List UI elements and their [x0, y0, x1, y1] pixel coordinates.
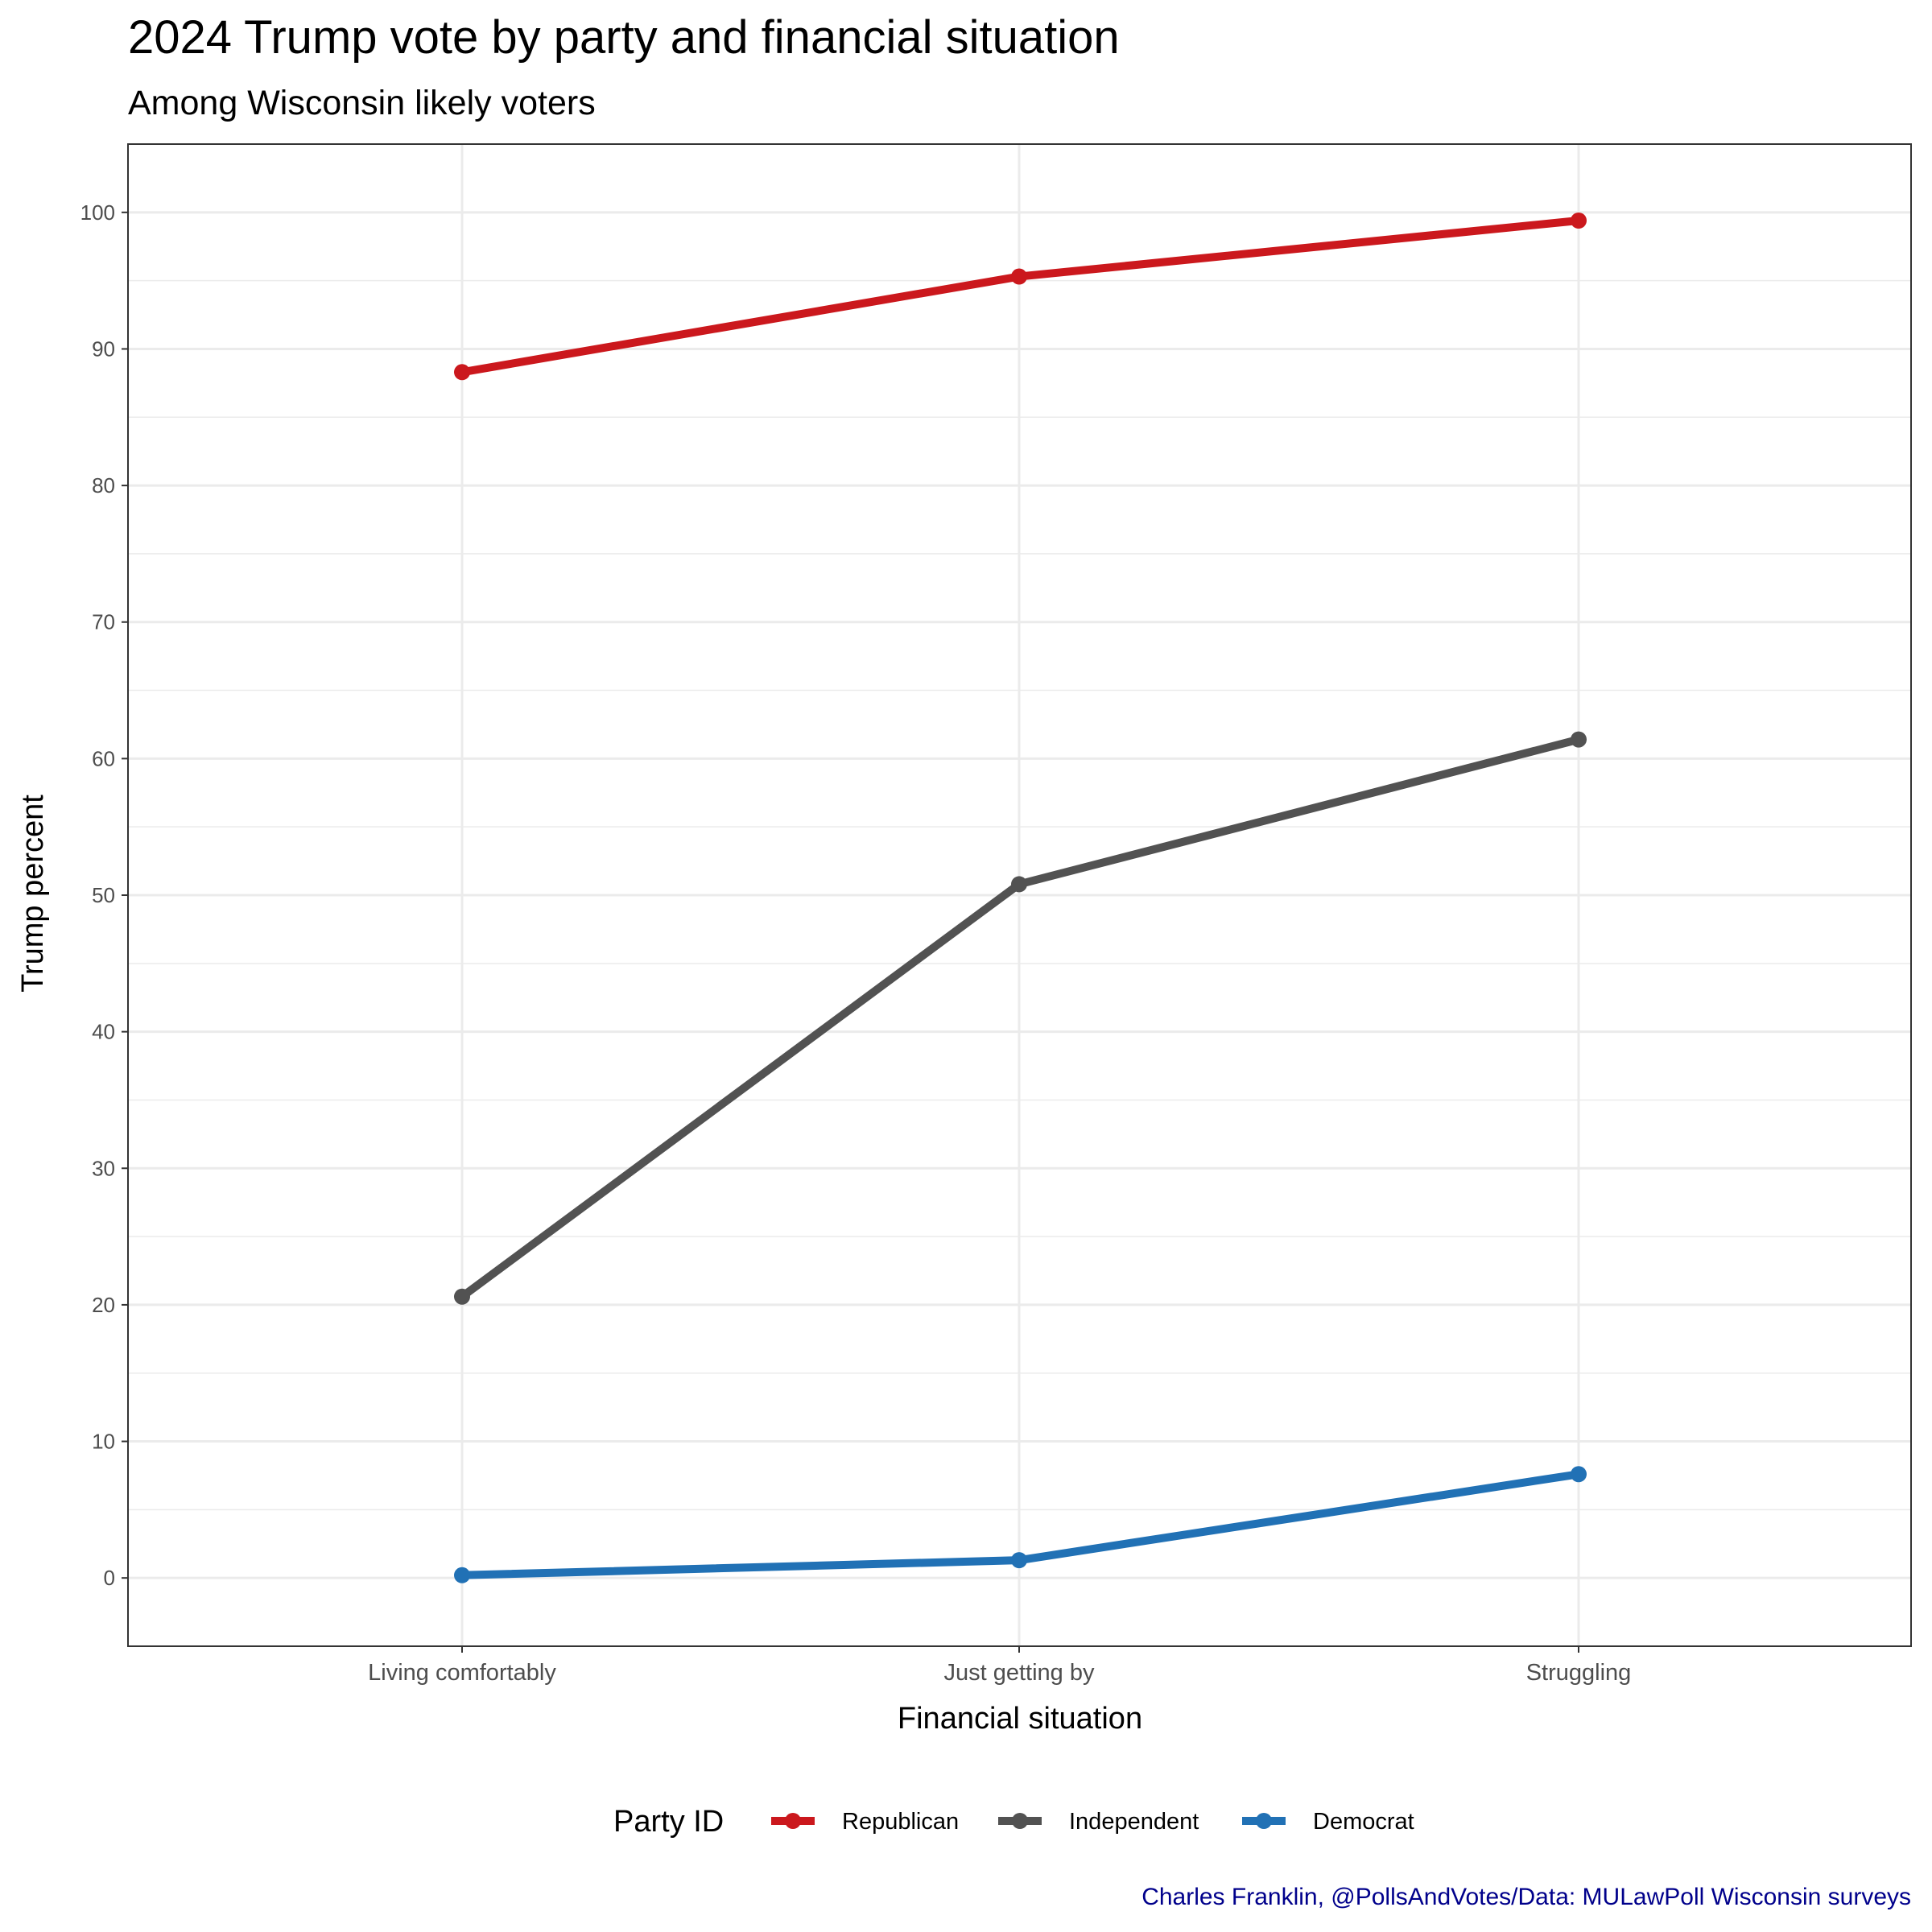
x-axis: Living comfortably Just getting by Struggl…: [368, 1646, 1631, 1686]
x-axis-title: Financial situation: [898, 1702, 1142, 1736]
data-point: [454, 1567, 470, 1583]
legend: Party ID Republican Independent Democrat: [613, 1805, 1414, 1839]
y-tick-label: 20: [92, 1293, 115, 1317]
y-tick-label: 100: [80, 200, 115, 225]
data-point: [1571, 212, 1587, 229]
legend-label: Republican: [842, 1809, 959, 1835]
caption: Charles Franklin, @PollsAndVotes/Data: M…: [1141, 1884, 1911, 1910]
legend-key-point: [1012, 1813, 1028, 1829]
legend-item-republican: Republican: [771, 1809, 959, 1835]
y-axis: 0 10 20 30 40 50 60 70 80 90 100: [80, 200, 128, 1590]
y-tick-label: 50: [92, 883, 115, 907]
y-axis-title: Trump percent: [16, 795, 50, 993]
y-tick-label: 40: [92, 1020, 115, 1044]
x-tick-label: Just getting by: [944, 1660, 1095, 1686]
legend-key-point: [1256, 1813, 1272, 1829]
data-point: [1011, 268, 1027, 285]
x-tick-label: Living comfortably: [368, 1660, 556, 1686]
data-point: [1571, 731, 1587, 748]
legend-title: Party ID: [613, 1805, 724, 1839]
legend-key-point: [785, 1813, 801, 1829]
legend-label: Independent: [1069, 1809, 1199, 1835]
data-point: [1571, 1466, 1587, 1483]
y-tick-label: 80: [92, 473, 115, 497]
chart-subtitle: Among Wisconsin likely voters: [128, 84, 596, 122]
data-point: [1011, 1552, 1027, 1569]
legend-item-democrat: Democrat: [1242, 1809, 1414, 1835]
series-independent: [454, 731, 1587, 1305]
y-tick-label: 10: [92, 1430, 115, 1454]
gridlines: [128, 144, 1911, 1646]
series-democrat: [454, 1466, 1587, 1583]
legend-item-independent: Independent: [998, 1809, 1199, 1835]
y-tick-label: 30: [92, 1156, 115, 1180]
legend-label: Democrat: [1313, 1809, 1414, 1835]
y-tick-label: 60: [92, 746, 115, 770]
data-point: [1011, 876, 1027, 893]
data-point: [454, 1288, 470, 1305]
data-point: [454, 364, 470, 381]
y-tick-label: 90: [92, 336, 115, 361]
y-tick-label: 0: [104, 1566, 115, 1590]
series-republican: [454, 212, 1587, 381]
y-tick-label: 70: [92, 610, 115, 634]
chart-title: 2024 Trump vote by party and financial s…: [128, 11, 1120, 64]
series-marks: [454, 212, 1587, 1583]
x-tick-label: Struggling: [1526, 1660, 1632, 1686]
